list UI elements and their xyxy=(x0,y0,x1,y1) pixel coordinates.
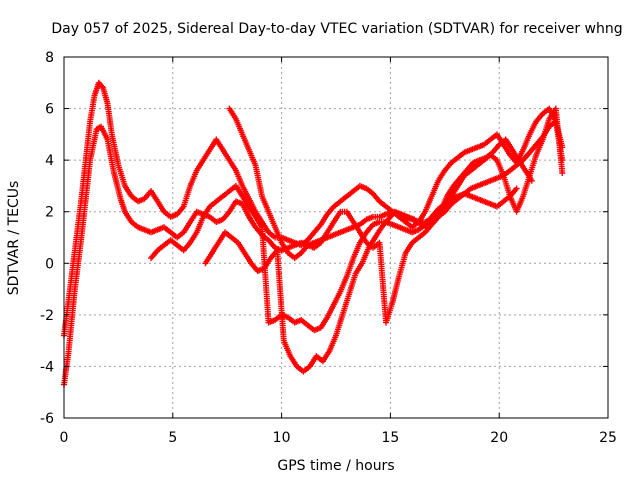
y-tick-label: 2 xyxy=(45,205,54,221)
y-tick-label: -2 xyxy=(40,308,54,324)
x-tick-label: 10 xyxy=(273,430,291,446)
y-tick-label: 8 xyxy=(45,50,54,66)
x-tick-label: 15 xyxy=(381,430,399,446)
axis-ticks: 0 5 10 15 20 25 -6 -4 -2 0 2 4 6 8 xyxy=(40,50,617,446)
y-tick-label: 0 xyxy=(45,256,54,272)
data-point xyxy=(528,177,535,184)
chart-title: Day 057 of 2025, Sidereal Day-to-day VTE… xyxy=(51,21,622,37)
data-point-sample xyxy=(99,83,106,90)
y-tick-label: -4 xyxy=(40,359,54,375)
y-axis-label: SDTVAR / TECUs xyxy=(6,181,22,296)
data-series xyxy=(226,105,566,326)
y-tick-label: -6 xyxy=(40,411,54,427)
y-tick-label: 6 xyxy=(45,102,54,118)
plot-frame xyxy=(63,56,609,419)
data-points xyxy=(61,79,566,388)
data-series xyxy=(202,136,535,375)
x-tick-label: 0 xyxy=(60,430,69,446)
x-tick-label: 25 xyxy=(599,430,617,446)
data-point xyxy=(513,185,520,192)
x-axis-label: GPS time / hours xyxy=(277,458,394,474)
x-tick-label: 20 xyxy=(490,430,508,446)
data-series xyxy=(61,79,566,339)
data-series xyxy=(61,118,566,388)
grid-lines xyxy=(64,57,608,418)
data-point xyxy=(559,170,566,176)
x-tick-label: 5 xyxy=(168,430,177,446)
y-tick-label: 4 xyxy=(45,153,54,169)
